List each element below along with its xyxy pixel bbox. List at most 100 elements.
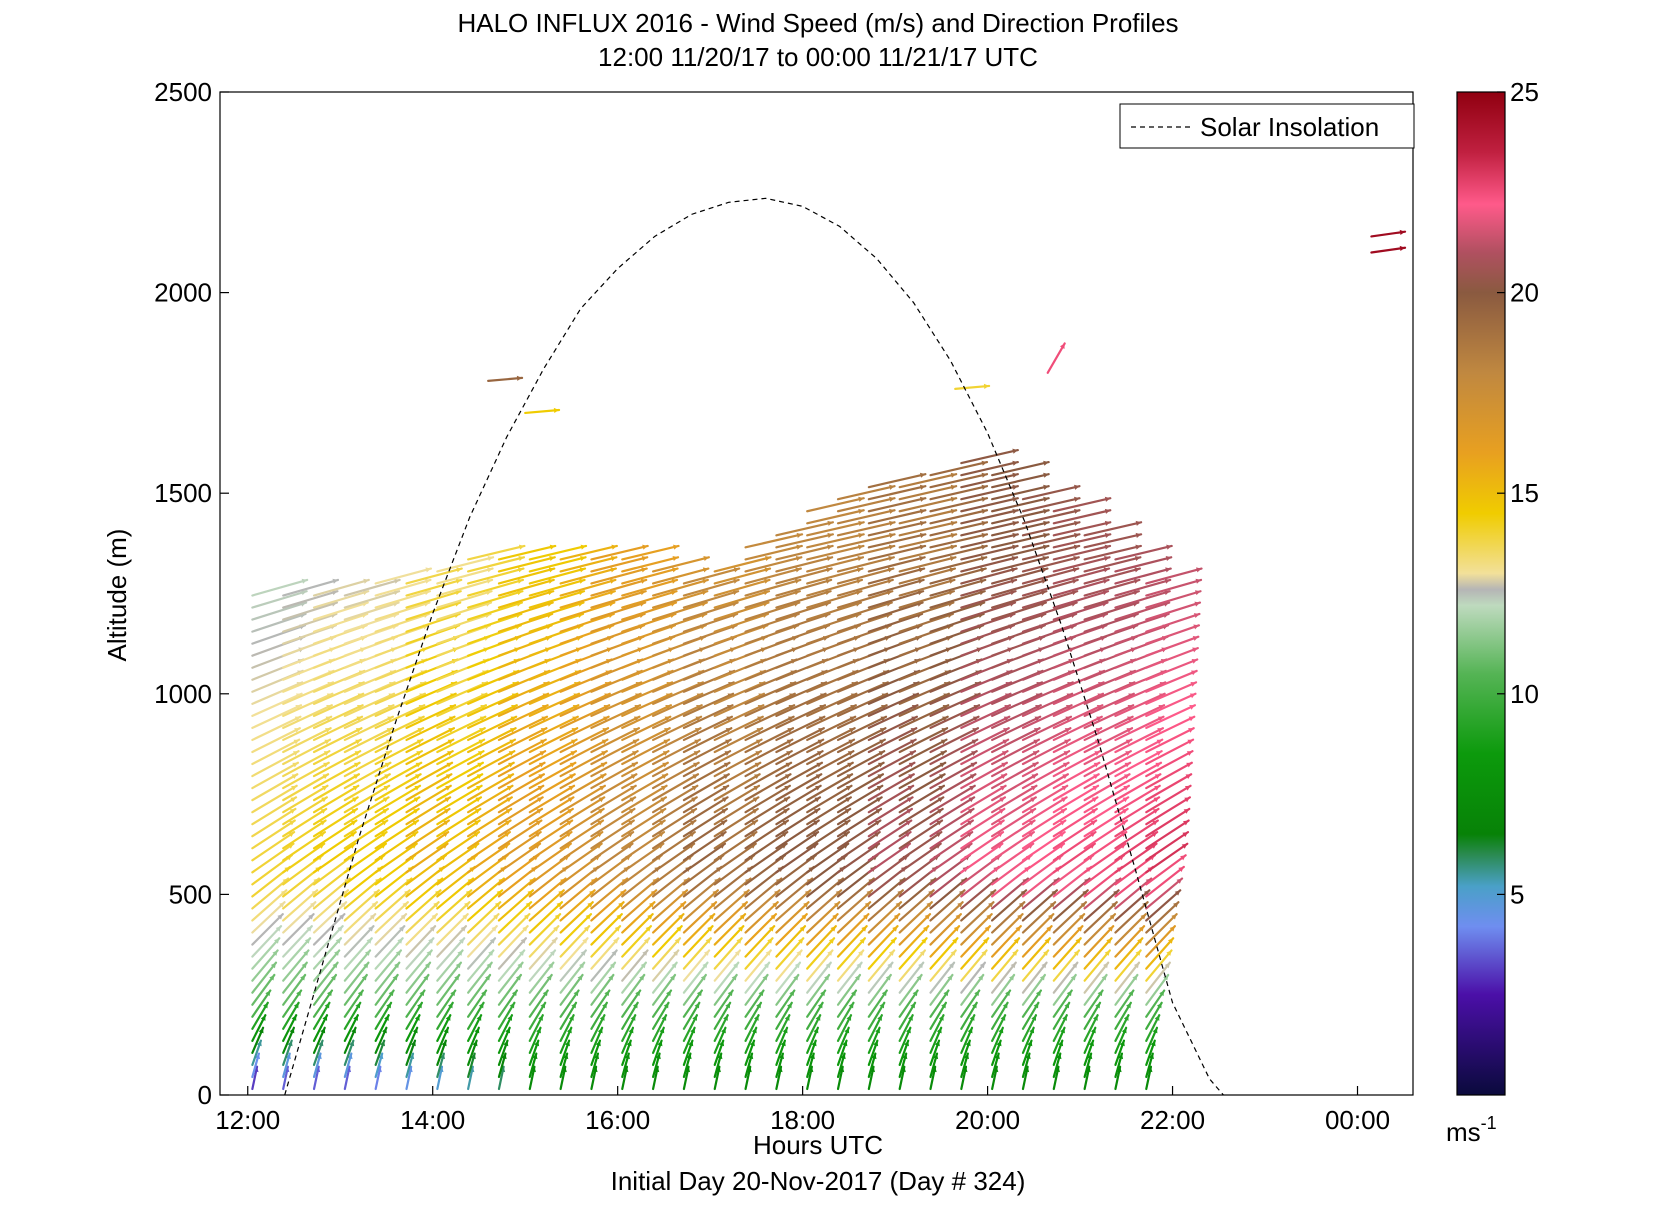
wind-arrow-head xyxy=(1186,751,1193,756)
wind-arrow-head xyxy=(767,938,773,944)
wind-arrow xyxy=(497,601,554,621)
wind-arrow xyxy=(898,485,958,501)
wind-arrow-head xyxy=(1031,774,1038,780)
wind-arrow-head xyxy=(1152,820,1158,826)
wind-arrow xyxy=(960,807,1006,838)
wind-arrow xyxy=(436,601,493,621)
wind-arrow-head xyxy=(1012,950,1018,956)
wind-arrow-head xyxy=(1013,938,1020,944)
x-tick-label: 12:00 xyxy=(215,1105,280,1135)
wind-arrow-head xyxy=(721,1027,726,1034)
wind-arrow-head xyxy=(279,902,285,908)
wind-arrow-head xyxy=(972,728,978,733)
wind-arrow xyxy=(1083,612,1139,633)
wind-arrow xyxy=(1021,913,1055,946)
wind-arrow xyxy=(405,590,462,609)
wind-arrow-head xyxy=(739,914,746,920)
wind-arrow xyxy=(991,1001,1009,1030)
wind-arrow xyxy=(1145,854,1187,886)
wind-arrow xyxy=(836,590,894,609)
wind-arrow xyxy=(960,1001,978,1030)
wind-arrow xyxy=(867,738,917,766)
wind-arrow-head xyxy=(292,762,298,768)
wind-arrow xyxy=(1021,750,1071,778)
wind-arrow xyxy=(806,521,865,537)
wind-arrow xyxy=(312,973,338,1006)
wind-arrow xyxy=(1083,961,1110,994)
wind-arrow-head xyxy=(856,567,863,573)
wind-arrow xyxy=(682,1001,701,1030)
wind-arrow xyxy=(960,937,990,970)
wind-arrow xyxy=(251,681,304,705)
wind-arrow xyxy=(312,738,362,766)
wind-arrow xyxy=(1145,784,1192,814)
wind-arrow xyxy=(1083,521,1143,537)
wind-arrow-head xyxy=(1049,902,1056,908)
wind-arrow xyxy=(528,773,576,802)
wind-arrow-head xyxy=(270,962,276,969)
wind-arrow xyxy=(991,497,1050,513)
wind-arrow xyxy=(1052,961,1079,994)
wind-arrow-head xyxy=(534,1040,540,1047)
wind-arrow xyxy=(898,913,932,946)
colorbar-gradient xyxy=(1456,91,1506,1096)
wind-arrow-head xyxy=(830,926,836,932)
wind-arrow-head xyxy=(1064,739,1070,745)
wind-arrow-head xyxy=(940,739,947,745)
wind-arrow-head xyxy=(725,728,732,733)
wind-arrow xyxy=(251,877,290,910)
wind-arrow xyxy=(312,590,370,609)
wind-arrow xyxy=(251,601,308,621)
wind-arrow xyxy=(1052,738,1102,766)
wind-arrow-head xyxy=(1003,728,1009,733)
wind-arrow xyxy=(436,704,488,730)
wind-arrow-head xyxy=(1082,890,1088,896)
wind-arrow xyxy=(960,485,1019,501)
wind-arrow-head xyxy=(752,808,758,814)
wind-arrow xyxy=(1114,544,1173,561)
wind-arrow xyxy=(682,567,741,585)
wind-arrow-head xyxy=(1135,950,1141,956)
wind-arrow xyxy=(775,796,822,826)
wind-arrow-head xyxy=(705,938,711,944)
wind-arrow xyxy=(436,831,481,862)
wind-arrow-head xyxy=(845,797,851,803)
wind-arrow xyxy=(436,738,486,766)
wind-arrow xyxy=(1052,796,1099,826)
wind-arrow-head xyxy=(757,705,764,710)
wind-arrow xyxy=(312,750,362,778)
wind-arrow xyxy=(836,612,893,633)
wind-arrow-head xyxy=(772,902,778,908)
wind-arrow-head xyxy=(300,974,306,981)
wind-arrow-head xyxy=(736,938,742,944)
wind-arrow xyxy=(744,556,803,573)
wind-arrow xyxy=(1145,590,1202,609)
wind-arrow xyxy=(1021,567,1080,585)
wind-arrow-head xyxy=(952,938,958,944)
wind-arrow-head xyxy=(418,705,425,710)
wind-arrow xyxy=(497,773,546,802)
wind-arrow xyxy=(775,750,824,778)
wind-arrow-head xyxy=(1074,532,1080,538)
wind-arrow xyxy=(651,601,708,621)
y-tick-label: 2500 xyxy=(154,77,212,107)
wind-arrow xyxy=(528,989,549,1018)
wind-arrow xyxy=(682,761,731,790)
wind-arrow-head xyxy=(380,1040,385,1047)
wind-arrow xyxy=(991,913,1024,946)
wind-arrow xyxy=(867,761,916,790)
wind-arrow-head xyxy=(979,590,985,596)
wind-arrow-head xyxy=(429,926,436,932)
wind-arrow xyxy=(867,877,906,910)
wind-arrow-head xyxy=(337,926,343,932)
wind-arrow-head xyxy=(1042,555,1048,562)
wind-arrow xyxy=(528,544,588,561)
wind-arrow-head xyxy=(444,797,451,803)
wind-arrow-head xyxy=(814,797,821,803)
wind-arrow-head xyxy=(782,1027,788,1034)
wind-arrow-head xyxy=(652,878,659,884)
wind-arrow-head xyxy=(957,902,963,908)
wind-arrow-head xyxy=(627,832,634,838)
wind-arrow xyxy=(1021,842,1066,874)
wind-arrow-head xyxy=(508,762,514,768)
